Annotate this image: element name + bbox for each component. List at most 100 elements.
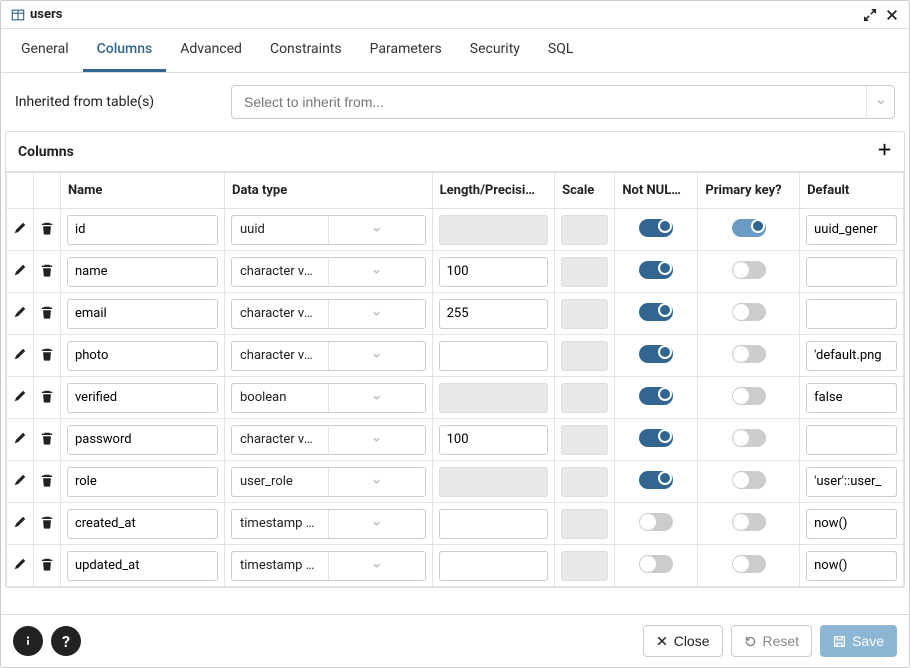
trash-icon[interactable] — [34, 263, 60, 277]
reset-button[interactable]: Reset — [731, 625, 813, 657]
edit-icon[interactable] — [7, 515, 33, 529]
type-select[interactable]: timestamp with time … — [231, 551, 426, 581]
pk-toggle[interactable] — [732, 345, 766, 363]
notnull-toggle[interactable] — [639, 261, 673, 279]
length-input[interactable] — [439, 299, 549, 329]
default-input[interactable] — [806, 425, 897, 455]
pk-toggle[interactable] — [732, 429, 766, 447]
length-input[interactable] — [439, 257, 549, 287]
table-row: timestamp with time … — [7, 503, 904, 545]
tab-advanced[interactable]: Advanced — [166, 29, 256, 72]
default-input[interactable] — [806, 257, 897, 287]
tab-security[interactable]: Security — [456, 29, 534, 72]
name-input[interactable] — [67, 341, 218, 371]
length-input[interactable] — [439, 509, 549, 539]
chevron-down-icon[interactable] — [328, 468, 425, 496]
edit-icon[interactable] — [7, 473, 33, 487]
name-input[interactable] — [67, 551, 218, 581]
tab-general[interactable]: General — [7, 29, 83, 72]
tab-sql[interactable]: SQL — [534, 29, 587, 72]
pk-toggle[interactable] — [732, 303, 766, 321]
name-input[interactable] — [67, 299, 218, 329]
edit-icon[interactable] — [7, 389, 33, 403]
chevron-down-icon[interactable] — [328, 258, 425, 286]
type-select[interactable]: boolean — [231, 383, 426, 413]
notnull-toggle[interactable] — [639, 219, 673, 237]
chevron-down-icon[interactable] — [328, 510, 425, 538]
trash-icon[interactable] — [34, 431, 60, 445]
trash-icon[interactable] — [34, 389, 60, 403]
tab-parameters[interactable]: Parameters — [356, 29, 456, 72]
type-select[interactable]: character varying — [231, 257, 426, 287]
pk-toggle[interactable] — [732, 387, 766, 405]
edit-icon[interactable] — [7, 263, 33, 277]
name-input[interactable] — [67, 509, 218, 539]
type-select[interactable]: character varying — [231, 425, 426, 455]
length-input[interactable] — [439, 551, 549, 581]
edit-icon[interactable] — [7, 305, 33, 319]
help-button[interactable]: ? — [51, 626, 81, 656]
pk-toggle[interactable] — [732, 555, 766, 573]
name-input[interactable] — [67, 425, 218, 455]
chevron-down-icon[interactable] — [328, 552, 425, 580]
hdr-length: Length/Precisi… — [432, 173, 555, 209]
chevron-down-icon[interactable] — [328, 342, 425, 370]
inherit-select[interactable] — [231, 85, 895, 119]
notnull-toggle[interactable] — [639, 471, 673, 489]
trash-icon[interactable] — [34, 305, 60, 319]
type-select[interactable]: user_role — [231, 467, 426, 497]
type-select[interactable]: uuid — [231, 215, 426, 245]
edit-icon[interactable] — [7, 221, 33, 235]
trash-icon[interactable] — [34, 473, 60, 487]
close-button[interactable]: Close — [643, 625, 723, 657]
length-input[interactable] — [439, 425, 549, 455]
type-select[interactable]: character varying — [231, 341, 426, 371]
notnull-toggle[interactable] — [639, 513, 673, 531]
pk-toggle[interactable] — [732, 261, 766, 279]
notnull-toggle[interactable] — [639, 345, 673, 363]
chevron-down-icon[interactable] — [866, 86, 894, 118]
close-icon[interactable] — [885, 8, 899, 22]
trash-icon[interactable] — [34, 347, 60, 361]
notnull-toggle[interactable] — [639, 303, 673, 321]
default-input[interactable] — [806, 551, 897, 581]
default-input[interactable] — [806, 299, 897, 329]
info-button[interactable] — [13, 626, 43, 656]
default-input[interactable] — [806, 215, 897, 245]
chevron-down-icon[interactable] — [328, 426, 425, 454]
pk-toggle[interactable] — [732, 513, 766, 531]
chevron-down-icon[interactable] — [328, 300, 425, 328]
default-input[interactable] — [806, 341, 897, 371]
name-input[interactable] — [67, 215, 218, 245]
tab-constraints[interactable]: Constraints — [256, 29, 356, 72]
type-select[interactable]: character varying — [231, 299, 426, 329]
notnull-toggle[interactable] — [639, 555, 673, 573]
notnull-toggle[interactable] — [639, 429, 673, 447]
chevron-down-icon[interactable] — [328, 216, 425, 244]
pk-toggle[interactable] — [732, 219, 766, 237]
name-input[interactable] — [67, 257, 218, 287]
type-select[interactable]: timestamp with time … — [231, 509, 426, 539]
add-column-button[interactable] — [877, 142, 892, 161]
type-value: boolean — [232, 390, 328, 405]
tab-columns[interactable]: Columns — [83, 29, 167, 72]
trash-icon[interactable] — [34, 515, 60, 529]
default-input[interactable] — [806, 467, 897, 497]
chevron-down-icon[interactable] — [328, 384, 425, 412]
inherit-input[interactable] — [232, 94, 866, 110]
default-input[interactable] — [806, 509, 897, 539]
edit-icon[interactable] — [7, 347, 33, 361]
notnull-toggle[interactable] — [639, 387, 673, 405]
name-input[interactable] — [67, 467, 218, 497]
edit-icon[interactable] — [7, 557, 33, 571]
default-input[interactable] — [806, 383, 897, 413]
expand-icon[interactable] — [863, 8, 877, 22]
columns-header: Columns — [6, 132, 904, 172]
trash-icon[interactable] — [34, 221, 60, 235]
save-button[interactable]: Save — [820, 625, 897, 657]
length-input[interactable] — [439, 341, 549, 371]
edit-icon[interactable] — [7, 431, 33, 445]
name-input[interactable] — [67, 383, 218, 413]
pk-toggle[interactable] — [732, 471, 766, 489]
trash-icon[interactable] — [34, 557, 60, 571]
